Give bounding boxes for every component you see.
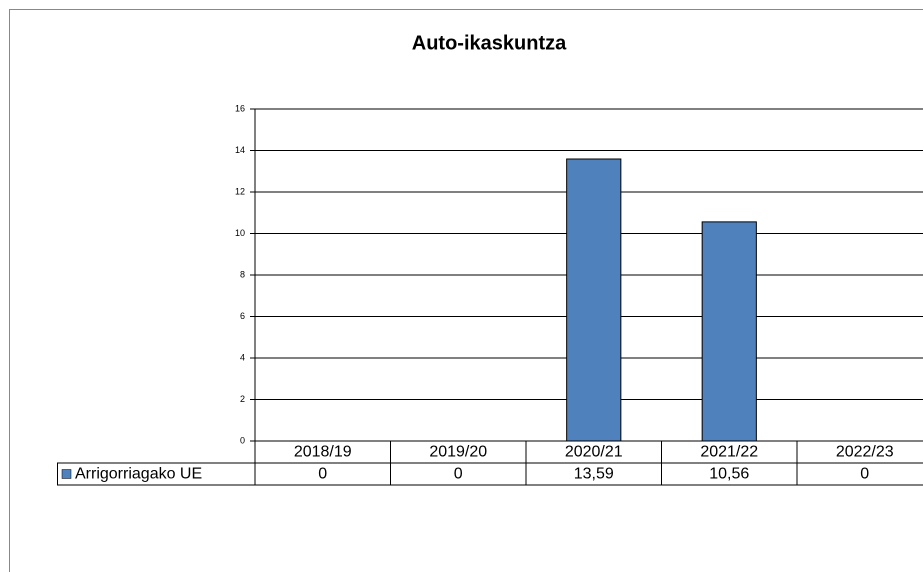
y-tick-label: 16 xyxy=(235,103,245,113)
y-tick-label: 4 xyxy=(240,352,245,362)
data-label: 0 xyxy=(860,466,869,483)
y-tick-label: 12 xyxy=(235,186,245,196)
bar xyxy=(566,158,622,442)
y-tick-label: 8 xyxy=(240,269,245,279)
bar xyxy=(701,221,757,442)
y-tick-label: 6 xyxy=(240,311,245,321)
data-label: 0 xyxy=(318,466,327,483)
legend-label: Arrigorriagako UE xyxy=(75,466,202,483)
chart-title: Auto-ikaskuntza xyxy=(412,32,567,54)
y-tick-label: 10 xyxy=(235,228,245,238)
data-label: 0 xyxy=(454,466,463,483)
chart-border xyxy=(9,9,923,572)
x-tick-label: 2020/21 xyxy=(565,444,623,461)
data-label: 10,56 xyxy=(709,466,749,483)
y-tick-label: 14 xyxy=(235,145,245,155)
x-tick-label: 2018/19 xyxy=(294,444,352,461)
data-label: 13,59 xyxy=(574,466,614,483)
x-tick-label: 2019/20 xyxy=(429,444,487,461)
y-tick-label: 2 xyxy=(240,394,245,404)
legend-swatch xyxy=(61,469,72,479)
x-tick-label: 2021/22 xyxy=(700,444,758,461)
y-tick-label: 0 xyxy=(240,435,245,445)
x-tick-label: 2022/23 xyxy=(836,444,894,461)
